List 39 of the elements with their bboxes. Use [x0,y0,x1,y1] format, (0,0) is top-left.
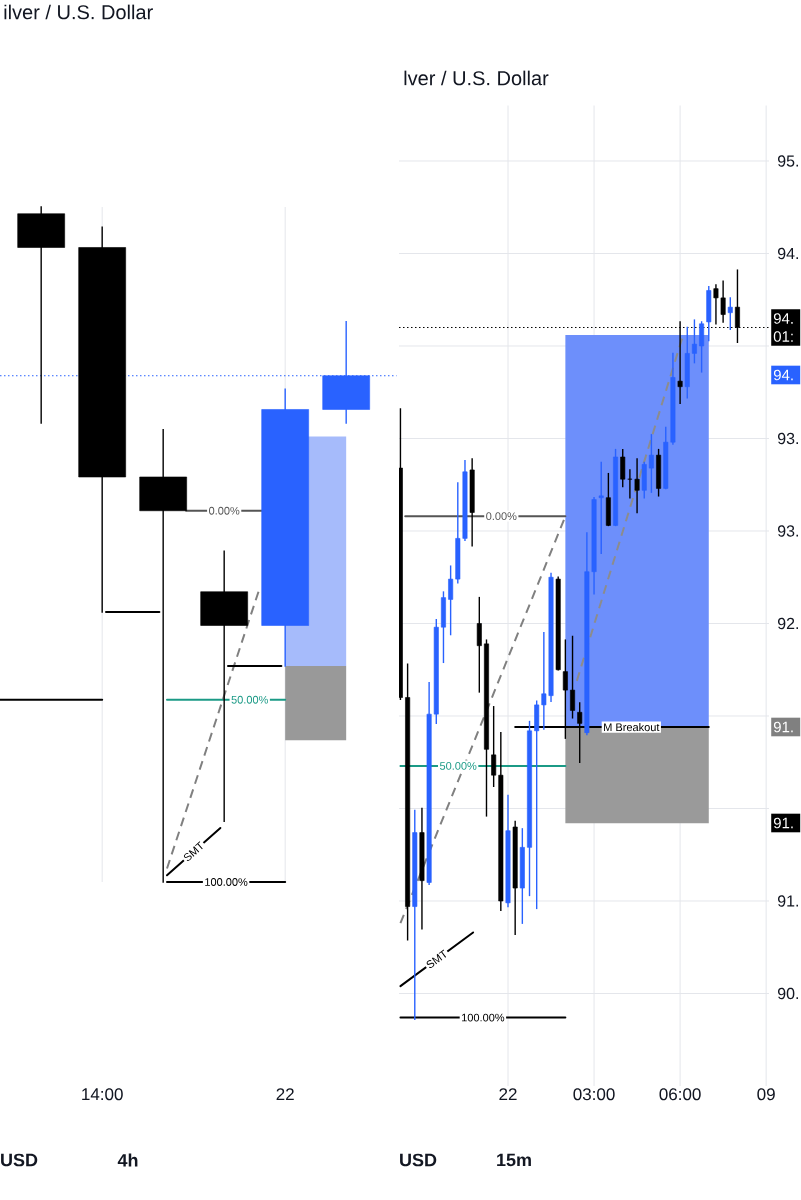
x-tick-label: 06:00 [659,1088,701,1101]
candlestick [620,448,626,488]
x-tick-label: 22 [276,1088,294,1101]
y-tick-label: 93. [777,432,798,445]
candlestick [634,458,640,514]
text: USD [400,1153,437,1167]
y-tick-label: 95. [777,155,798,167]
series-label: 50.00% [231,695,268,704]
series-label: 100.00% [462,1013,505,1022]
series-label: 0.00% [486,512,517,521]
x-tick-label: 09 [757,1088,775,1101]
x-tick-label: 14:00 [82,1088,123,1101]
chart-title: lver / U.S. Dollar [404,70,549,86]
series-label: 0.00% [209,506,240,515]
series-label: M Breakout [604,723,660,732]
text: USD [1,1153,38,1167]
candlestick [677,321,683,405]
y-tick-label: 91. [777,895,798,907]
y-tick-label: 90. [777,987,798,1000]
ref-line-label: 94. 01: [773,313,793,342]
y-tick-label: 94. [777,247,798,260]
text: 4h [117,1153,138,1167]
x-tick-label: 03:00 [573,1088,615,1101]
chart-title: ilver / U.S. Dollar [4,4,153,20]
candlestick [691,319,697,364]
candlestick [727,297,733,331]
y-tick-label: 93. [777,525,798,537]
candlestick [648,434,654,493]
candlestick [476,596,482,693]
series-label: 50.00% [439,762,477,770]
candlestick [570,635,575,719]
candlestick [491,706,497,787]
candlestick [598,461,604,554]
candlestick [699,321,705,373]
y-tick-label: 92. [777,617,798,630]
series-label: 100.00% [205,878,248,886]
candlestick [448,565,454,636]
x-tick-label: 22 [499,1088,517,1101]
text: 15m [497,1153,531,1167]
